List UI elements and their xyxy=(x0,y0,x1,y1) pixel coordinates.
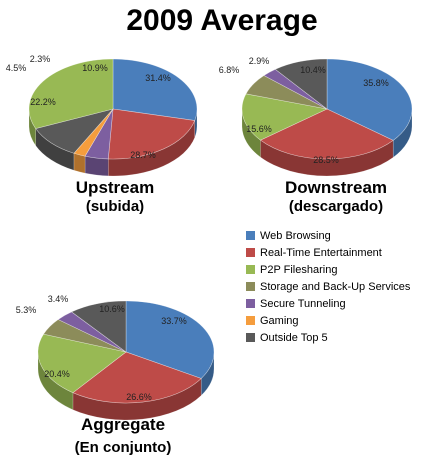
pie-slice xyxy=(274,58,328,110)
legend-swatch xyxy=(246,282,255,291)
legend-swatch xyxy=(246,316,255,325)
legend-item: Secure Tunneling xyxy=(246,295,410,312)
pie-data-label: 2.3% xyxy=(30,54,51,64)
pie-data-label: 2.9% xyxy=(249,56,270,66)
pie-data-label: 26.6% xyxy=(126,392,152,402)
upstream-subtitle: (subida) xyxy=(85,198,145,215)
pie-data-label: 15.6% xyxy=(246,124,272,134)
legend-item: Outside Top 5 xyxy=(246,329,410,346)
pie-slice xyxy=(28,58,114,129)
legend-label: Real-Time Entertainment xyxy=(260,246,382,259)
legend-swatch xyxy=(246,248,255,257)
pie-data-label: 35.8% xyxy=(363,78,389,88)
pie-data-label: 31.4% xyxy=(145,73,171,83)
pie-data-label: 10.4% xyxy=(300,65,326,75)
aggregate-caption: Aggregate (En conjunto) xyxy=(48,415,198,456)
pie-data-label: 28.5% xyxy=(313,155,339,165)
pie-data-label: 10.9% xyxy=(82,63,108,73)
pie-data-label: 5.3% xyxy=(16,305,37,315)
legend-label: Outside Top 5 xyxy=(260,331,328,344)
pie-data-label: 4.5% xyxy=(6,63,27,73)
page-title: 2009 Average xyxy=(126,4,318,37)
pie-slice xyxy=(112,58,198,121)
legend-swatch xyxy=(246,299,255,308)
chart-legend: Web Browsing Real-Time Entertainment P2P F… xyxy=(246,227,410,346)
legend-item: Gaming xyxy=(246,312,410,329)
pie-slice xyxy=(37,333,127,394)
aggregate-title: Aggregate xyxy=(80,415,166,434)
legend-item: Real-Time Entertainment xyxy=(246,244,410,261)
legend-item: Web Browsing xyxy=(246,227,410,244)
legend-label: Secure Tunneling xyxy=(260,297,346,310)
pie-slice xyxy=(241,93,328,141)
aggregate-subtitle: (En conjunto) xyxy=(74,439,172,456)
pie-data-label: 22.2% xyxy=(30,97,56,107)
downstream-title: Downstream xyxy=(284,178,388,197)
upstream-caption: Upstream (subida) xyxy=(40,178,190,215)
pie-data-label: 33.7% xyxy=(161,316,187,326)
pie-data-label: 6.8% xyxy=(219,65,240,75)
legend-label: Gaming xyxy=(260,314,299,327)
upstream-title: Upstream xyxy=(75,178,155,197)
pie-data-label: 3.4% xyxy=(48,294,69,304)
legend-swatch xyxy=(246,265,255,274)
pie-data-label: 20.4% xyxy=(44,369,70,379)
pie-slice xyxy=(326,58,413,141)
legend-label: Web Browsing xyxy=(260,229,331,242)
downstream-caption: Downstream (descargado) xyxy=(256,178,416,215)
legend-swatch xyxy=(246,333,255,342)
pie-slice xyxy=(71,300,127,353)
pie-slice xyxy=(125,300,215,379)
legend-swatch xyxy=(246,231,255,240)
legend-item: P2P Filesharing xyxy=(246,261,410,278)
pie-data-label: 10.6% xyxy=(99,304,125,314)
pie-slice xyxy=(259,108,394,160)
downstream-subtitle: (descargado) xyxy=(288,198,384,215)
legend-label: P2P Filesharing xyxy=(260,263,338,276)
pie-slice xyxy=(72,351,202,404)
pie-slice xyxy=(107,108,196,160)
legend-item: Storage and Back-Up Services xyxy=(246,278,410,295)
legend-label: Storage and Back-Up Services xyxy=(260,280,411,293)
pie-data-label: 28.7% xyxy=(130,150,156,160)
